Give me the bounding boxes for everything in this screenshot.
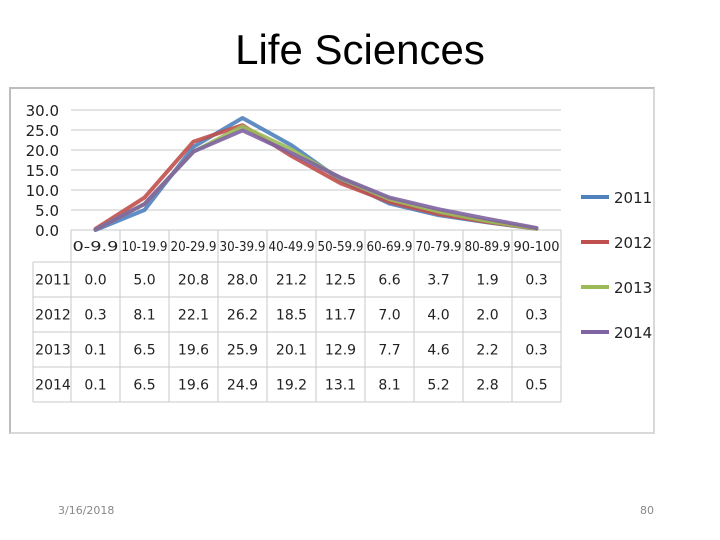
footer-date: 3/16/2018 — [58, 504, 115, 517]
table-value-cell: 22.1 — [178, 308, 209, 324]
table-value-cell: 12.5 — [325, 273, 356, 289]
table-value-cell: 6.5 — [133, 343, 155, 359]
slide-title: Life Sciences — [235, 26, 485, 73]
table-value-cell: 20.1 — [276, 343, 307, 359]
table-value-cell: 2.0 — [476, 308, 498, 324]
x-category-label: 70-79.9 — [416, 240, 462, 255]
table-value-cell: 7.0 — [378, 308, 400, 324]
y-tick-label: 15.0 — [26, 162, 59, 180]
y-tick-label: 0.0 — [35, 222, 59, 240]
y-tick-label: 5.0 — [35, 202, 59, 220]
table-value-cell: 0.3 — [525, 273, 547, 289]
x-category-label: 60-69.9 — [367, 240, 413, 255]
table-series-name: 2012 — [35, 308, 71, 324]
x-category-label: 90-100 — [514, 240, 560, 255]
table-value-cell: 26.2 — [227, 308, 258, 324]
table-value-cell: 11.7 — [325, 308, 356, 324]
x-category-label: 80-89.9 — [465, 240, 511, 255]
legend-label: 2012 — [614, 234, 652, 252]
table-value-cell: 0.1 — [84, 343, 106, 359]
y-tick-label: 20.0 — [26, 142, 59, 160]
table-value-cell: 19.2 — [276, 378, 307, 394]
table-value-cell: 19.6 — [178, 378, 209, 394]
table-value-cell: 28.0 — [227, 273, 258, 289]
table-value-cell: 12.9 — [325, 343, 356, 359]
y-tick-label: 10.0 — [26, 182, 59, 200]
table-value-cell: 0.1 — [84, 378, 106, 394]
table-value-cell: 8.1 — [133, 308, 155, 324]
y-tick-label: 30.0 — [26, 102, 59, 120]
table-value-cell: 0.3 — [525, 343, 547, 359]
table-value-cell: 6.6 — [378, 273, 400, 289]
table-series-name: 2011 — [35, 273, 71, 289]
table-value-cell: 21.2 — [276, 273, 307, 289]
table-value-cell: 19.6 — [178, 343, 209, 359]
x-category-label: 30-39.9 — [220, 240, 266, 255]
table-value-cell: 7.7 — [378, 343, 400, 359]
table-value-cell: 8.1 — [378, 378, 400, 394]
table-value-cell: 24.9 — [227, 378, 258, 394]
x-category-label: 10-19.9 — [122, 240, 168, 255]
legend-label: 2013 — [614, 279, 652, 297]
series-line-2011 — [93, 116, 539, 232]
legend-label: 2014 — [614, 324, 652, 342]
y-tick-label: 25.0 — [26, 122, 59, 140]
x-category-label: 40-49.9 — [269, 240, 315, 255]
table-value-cell: 0.3 — [525, 308, 547, 324]
line-chart-with-data-table: 30.025.020.015.010.05.00.00-9.9 10-19.9 20… — [26, 102, 652, 403]
x-category-label: 50-59.9 — [318, 240, 364, 255]
table-value-cell: 0.5 — [525, 378, 547, 394]
table-value-cell: 2.2 — [476, 343, 498, 359]
table-value-cell: 5.2 — [427, 378, 449, 394]
table-value-cell: 3.7 — [427, 273, 449, 289]
table-value-cell: 2.8 — [476, 378, 498, 394]
table-series-name: 2013 — [35, 343, 71, 359]
legend-label: 2011 — [614, 189, 652, 207]
table-value-cell: 18.5 — [276, 308, 307, 324]
chart-frame: 30.0 25.0 20.0 15.0 10.0 5.0 0.0 0-9.9 10-19.9 20… — [9, 87, 655, 434]
series-line-2012 — [93, 123, 539, 231]
table-value-cell: 4.6 — [427, 343, 449, 359]
x-category-label: 0-9.9 — [73, 240, 119, 255]
page-number: 80 — [640, 504, 654, 517]
table-value-cell: 5.0 — [133, 273, 155, 289]
table-value-cell: 0.3 — [84, 308, 106, 324]
table-value-cell: 4.0 — [427, 308, 449, 324]
table-value-cell: 20.8 — [178, 273, 209, 289]
table-value-cell: 6.5 — [133, 378, 155, 394]
table-series-name: 2014 — [35, 378, 71, 394]
table-value-cell: 25.9 — [227, 343, 258, 359]
x-category-label: 20-29.9 — [171, 240, 217, 255]
table-value-cell: 13.1 — [325, 378, 356, 394]
series-line-2014 — [93, 128, 539, 232]
table-value-cell: 1.9 — [476, 273, 498, 289]
table-value-cell: 0.0 — [84, 273, 106, 289]
